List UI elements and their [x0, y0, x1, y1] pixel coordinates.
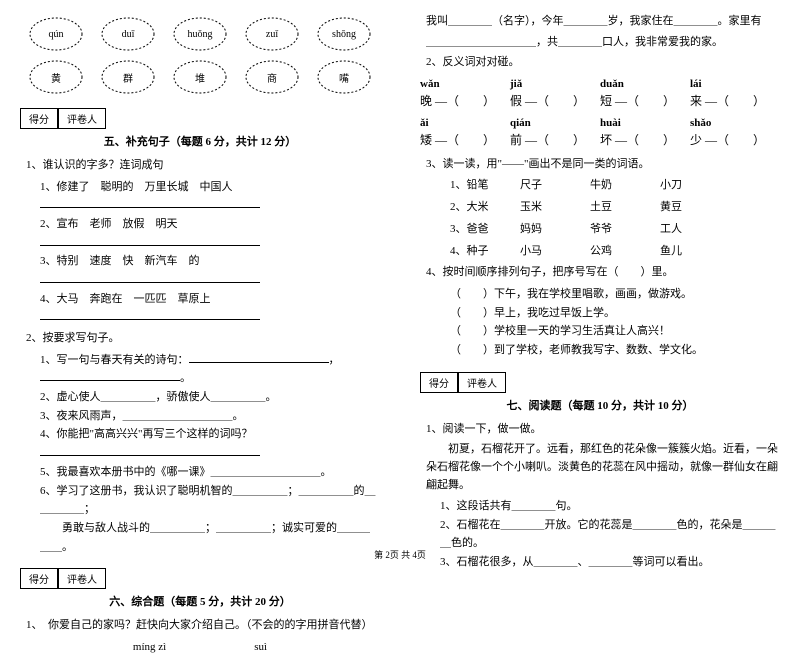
char-text: 群 — [123, 70, 133, 85]
fill-line2: ＿＿＿＿＿＿＿＿＿＿，共＿＿＿＿口人，我非常爱我的家。 — [426, 34, 780, 52]
pinyin-text: zuǐ — [266, 29, 278, 40]
antonym-pair[interactable]: 短 —（ ） — [600, 92, 690, 109]
score-label: 得分 — [20, 568, 58, 589]
blank-line[interactable] — [40, 196, 260, 208]
word-group: 4、种子小马公鸡鱼儿 — [450, 242, 780, 258]
q7-1: 1、阅读一下，做一做。 — [426, 421, 780, 439]
score-box-7: 得分 评卷人 — [420, 372, 780, 393]
sort-item[interactable]: （ ）早上，我吃过早饭上学。 — [450, 304, 780, 323]
q5-1-item: 1、修建了 聪明的 万里长城 中国人 — [40, 178, 380, 197]
blank-line[interactable] — [40, 271, 260, 283]
blank-line[interactable] — [40, 444, 260, 456]
q5-2-item: 4、你能把"高高兴兴"再写三个这样的词吗？ — [40, 425, 380, 444]
antonym-pinyin-row: wǎn jiǎ duǎn lái — [420, 78, 780, 90]
pinyin: huài — [600, 117, 690, 129]
antonym-pair[interactable]: 矮 —（ ） — [420, 131, 510, 148]
word-group: 1、铅笔尺子牛奶小刀 — [450, 176, 780, 192]
q5-1-item: 3、特别 速度 快 新汽车 的 — [40, 252, 380, 271]
antonym-pinyin-row: ǎi qián huài shǎo — [420, 117, 780, 129]
zigzag-oval: zuǐ — [243, 15, 301, 53]
antonym-pair[interactable]: 坏 —（ ） — [600, 131, 690, 148]
blank-line[interactable] — [40, 234, 260, 246]
antonym-pair[interactable]: 前 —（ ） — [510, 131, 600, 148]
zigzag-oval: qún — [27, 15, 85, 53]
word-group: 2、大米玉米土豆黄豆 — [450, 198, 780, 214]
q3-title: 3、读一读，用"——"画出不是同一类的词语。 — [426, 156, 780, 174]
blank-line[interactable] — [40, 308, 260, 320]
score-label: 得分 — [20, 108, 58, 129]
reviewer-label: 评卷人 — [58, 108, 106, 129]
q5-2-item: 1、写一句与春天有关的诗句：，。 — [40, 351, 380, 388]
q5-1-item: 4、大马 奔跑在 一匹匹 草原上 — [40, 290, 380, 309]
q5-2-item: 2、虚心使人＿＿＿＿＿，骄傲使人＿＿＿＿＿。 — [40, 388, 380, 407]
q6-pinyin: míng zì suì — [20, 638, 380, 654]
blank-line[interactable] — [40, 369, 180, 381]
antonym-char-row: 矮 —（ ） 前 —（ ） 坏 —（ ） 少 —（ ） — [420, 131, 780, 148]
q2-title: 2、反义词对对碰。 — [426, 54, 780, 72]
blank-line[interactable] — [189, 351, 329, 363]
page-footer: 第 2页 共 4页 — [0, 548, 800, 561]
char-text: 商 — [267, 70, 277, 85]
pinyin: ǎi — [420, 117, 510, 129]
antonym-char-row: 晚 —（ ） 假 —（ ） 短 —（ ） 来 —（ ） — [420, 92, 780, 109]
q5-2-item: 3、夜来风雨声，＿＿＿＿＿＿＿＿＿＿。 — [40, 407, 380, 426]
zigzag-oval: 群 — [99, 58, 157, 96]
pinyin: qián — [510, 117, 600, 129]
q5-2-item: 6、学习了这册书，我认识了聪明机智的＿＿＿＿＿；＿＿＿＿＿的＿＿＿＿＿； — [40, 482, 380, 519]
pinyin-ovals-row: qún duī huǒng zuǐ shōng — [20, 15, 380, 53]
pinyin: shǎo — [690, 117, 780, 129]
antonym-pair[interactable]: 晚 —（ ） — [420, 92, 510, 109]
reviewer-label: 评卷人 — [458, 372, 506, 393]
zigzag-oval: 黄 — [27, 58, 85, 96]
pinyin-text: duī — [122, 29, 135, 40]
q7-sub1: 1、这段话共有＿＿＿＿句。 — [440, 497, 780, 516]
zigzag-oval: shōng — [315, 15, 373, 53]
pinyin-text: qún — [49, 29, 64, 40]
word-group: 3、爸爸妈妈爷爷工人 — [450, 220, 780, 236]
score-label: 得分 — [420, 372, 458, 393]
sort-item[interactable]: （ ）下午，我在学校里唱歌，画画，做游戏。 — [450, 285, 780, 304]
antonym-pair[interactable]: 假 —（ ） — [510, 92, 600, 109]
section5-title: 五、补充句子（每题 6 分，共计 12 分） — [20, 133, 380, 149]
q6-1: 1、 你爱自己的家吗？赶快向大家介绍自己。（不会的的字用拼音代替） — [26, 617, 380, 635]
pinyin: duǎn — [600, 78, 690, 90]
fill-line1: 我叫＿＿＿＿（名字），今年＿＿＿＿岁，我家住在＿＿＿＿。家里有 — [426, 13, 780, 31]
section6-title: 六、综合题（每题 5 分，共计 20 分） — [20, 593, 380, 609]
q5-1-item: 2、宣布 老师 放假 明天 — [40, 215, 380, 234]
zigzag-oval: huǒng — [171, 15, 229, 53]
antonym-pair[interactable]: 来 —（ ） — [690, 92, 780, 109]
char-ovals-row: 黄 群 堆 商 嘴 — [20, 58, 380, 96]
char-text: 堆 — [195, 70, 205, 85]
antonym-pair[interactable]: 少 —（ ） — [690, 131, 780, 148]
pinyin: lái — [690, 78, 780, 90]
char-text: 黄 — [51, 70, 61, 85]
sort-item[interactable]: （ ）学校里一天的学习生活真让人高兴！ — [450, 322, 780, 341]
q5-2: 2、按要求写句子。 — [26, 330, 380, 348]
q4-title: 4、按时间顺序排列句子，把序号写在（ ）里。 — [426, 264, 780, 282]
q5-1: 1、谁认识的字多？连词成句 — [26, 157, 380, 175]
sort-item[interactable]: （ ）到了学校，老师教我写字、数数、学文化。 — [450, 341, 780, 360]
pinyin: wǎn — [420, 78, 510, 90]
zigzag-oval: 嘴 — [315, 58, 373, 96]
score-box-6: 得分 评卷人 — [20, 568, 380, 589]
q5-2-item: 5、我最喜欢本册书中的《哪一课》＿＿＿＿＿＿＿＿＿＿。 — [40, 463, 380, 482]
pinyin: jiǎ — [510, 78, 600, 90]
right-column: 我叫＿＿＿＿（名字），今年＿＿＿＿岁，我家住在＿＿＿＿。家里有 ＿＿＿＿＿＿＿＿… — [400, 0, 800, 565]
passage: 初夏，石榴花开了。远看，那红色的花朵像一簇簇火焰。近看，一朵朵石榴花像一个个小喇… — [426, 441, 780, 494]
section7-title: 七、阅读题（每题 10 分，共计 10 分） — [420, 397, 780, 413]
score-box-5: 得分 评卷人 — [20, 108, 380, 129]
zigzag-oval: 商 — [243, 58, 301, 96]
left-column: qún duī huǒng zuǐ shōng 黄 群 堆 商 嘴 得分 评卷人… — [0, 0, 400, 565]
char-text: 嘴 — [339, 70, 349, 85]
pinyin-text: shōng — [332, 29, 356, 40]
zigzag-oval: 堆 — [171, 58, 229, 96]
zigzag-oval: duī — [99, 15, 157, 53]
reviewer-label: 评卷人 — [58, 568, 106, 589]
pinyin-text: huǒng — [188, 29, 213, 40]
